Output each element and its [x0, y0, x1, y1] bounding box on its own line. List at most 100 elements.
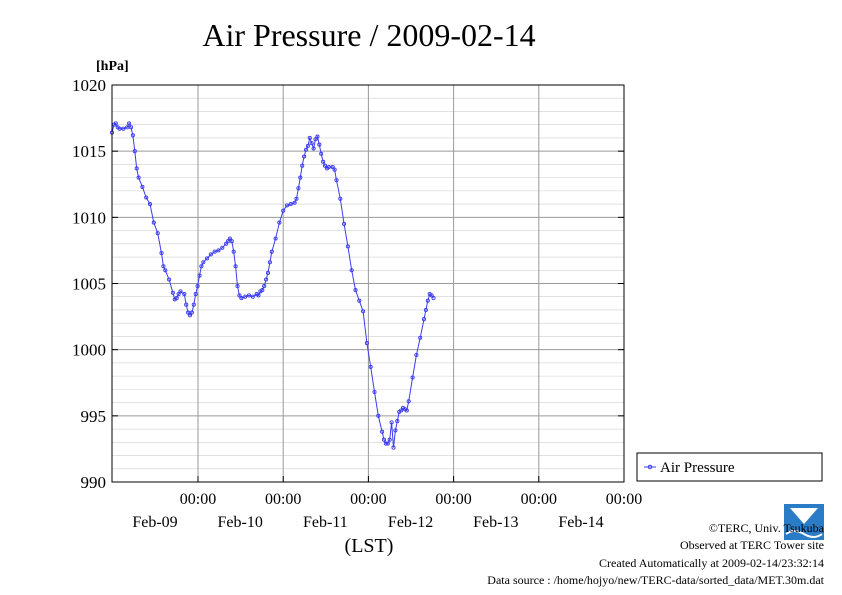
series-line: [111, 122, 434, 448]
data-point: [284, 203, 290, 208]
data-point: [321, 159, 326, 164]
y-tick-label: 990: [81, 473, 107, 492]
data-point: [313, 137, 318, 142]
data-point: [147, 202, 153, 207]
data-point: [140, 184, 145, 189]
legend: Air Pressure: [636, 452, 823, 482]
data-point: [250, 294, 255, 299]
x-tick-time: 00:00: [350, 491, 386, 508]
data-point: [292, 200, 297, 205]
x-axis-label: (LST): [345, 535, 394, 557]
data-point: [237, 293, 242, 298]
x-tick-time: 00:00: [435, 491, 471, 508]
credit-source: Data source : /home/hojyo/new/TERC-data/…: [487, 573, 824, 587]
data-point: [309, 141, 314, 146]
terc-logo: [784, 504, 824, 540]
data-point: [330, 164, 335, 170]
data-point: [186, 310, 191, 315]
data-point: [431, 296, 436, 301]
data-point: [208, 252, 213, 257]
data-point: [273, 236, 278, 241]
data-point: [326, 164, 331, 170]
x-tick-time: 00:00: [606, 491, 642, 508]
data-point: [227, 236, 232, 241]
data-point: [267, 260, 272, 265]
y-tick-label: 1015: [72, 142, 106, 161]
data-point: [425, 298, 430, 303]
legend-label: Air Pressure: [660, 460, 735, 476]
data-point: [368, 364, 373, 369]
legend-marker: [647, 464, 653, 470]
data-point: [338, 196, 343, 201]
data-point: [406, 399, 411, 404]
x-tick-date: Feb-14: [558, 514, 603, 531]
x-tick-time: 00:00: [265, 491, 301, 508]
data-point: [332, 167, 337, 172]
data-point: [151, 220, 156, 225]
data-point: [296, 186, 301, 191]
data-point: [294, 196, 299, 201]
data-point: [225, 239, 231, 244]
y-tick-label: 1010: [72, 208, 106, 227]
data-point: [334, 178, 339, 183]
chart-title: Air Pressure / 2009-02-14: [202, 17, 535, 53]
x-axis-ticks: 00:00Feb-0900:00Feb-1000:00Feb-1100:00Fe…: [132, 476, 642, 531]
data-point: [205, 256, 210, 261]
data-point: [117, 126, 122, 131]
data-point: [130, 133, 135, 138]
data-point: [391, 445, 396, 450]
data-point: [182, 292, 187, 297]
data-point: [418, 335, 423, 340]
y-tick-label: 1020: [72, 76, 106, 95]
data-point: [303, 147, 309, 152]
data-point: [178, 289, 183, 294]
data-point: [233, 264, 238, 269]
data-point: [288, 202, 293, 207]
data-point: [128, 125, 134, 130]
data-point: [322, 163, 328, 168]
data-point: [189, 310, 194, 315]
plot-frame: [111, 84, 625, 483]
data-point: [191, 302, 196, 307]
data-point: [342, 221, 347, 226]
x-tick-time: 00:00: [521, 491, 557, 508]
data-point: [376, 413, 381, 418]
data-point: [229, 239, 234, 244]
x-tick-date: Feb-10: [218, 514, 263, 531]
data-point: [353, 288, 358, 293]
data-point: [410, 375, 415, 380]
data-point: [399, 408, 404, 413]
data-point: [429, 293, 434, 298]
data-point: [231, 249, 236, 254]
data-point: [281, 208, 286, 213]
data-point: [315, 134, 320, 139]
data-point: [113, 121, 118, 126]
y-tick-label: 1005: [72, 275, 106, 294]
data-point: [305, 143, 310, 148]
data-point: [161, 264, 166, 269]
data-point: [243, 294, 248, 299]
data-point: [383, 441, 388, 446]
data-point: [423, 307, 428, 313]
data-point: [125, 125, 130, 130]
data-point: [144, 195, 149, 200]
data-point: [197, 273, 202, 278]
data-point: [300, 163, 305, 168]
data-point: [349, 268, 354, 273]
data-point: [395, 419, 400, 424]
data-point: [187, 313, 193, 318]
data-point: [387, 437, 392, 442]
data-point: [260, 288, 265, 293]
credit-observed: Observed at TERC Tower site: [679, 538, 824, 552]
data-point: [319, 151, 324, 156]
data-point: [239, 296, 244, 301]
data-point: [345, 244, 350, 249]
data-point: [199, 264, 204, 269]
x-tick-date: Feb-09: [132, 514, 177, 531]
data-point: [389, 420, 394, 425]
x-tick-date: Feb-11: [303, 514, 348, 531]
data-point: [393, 428, 398, 433]
data-point: [385, 441, 390, 446]
credit-created: Created Automatically at 2009-02-14/23:3…: [599, 556, 824, 570]
